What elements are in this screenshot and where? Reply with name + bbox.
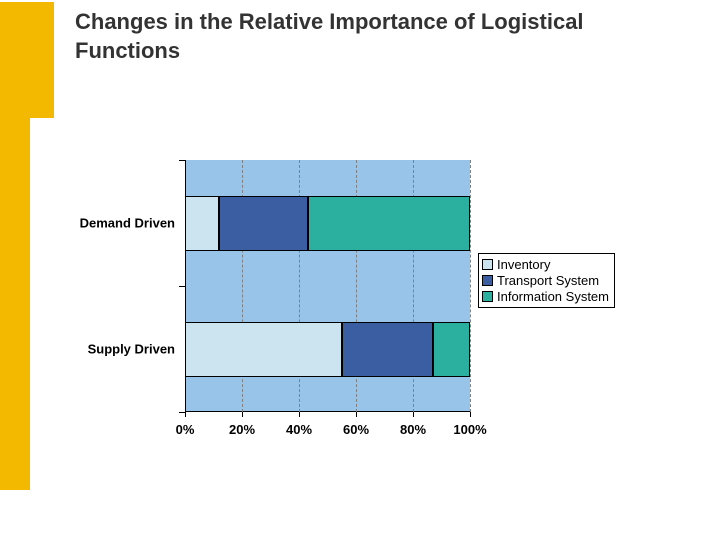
grid-line [470,160,471,412]
gold-accent-top [0,2,54,118]
legend-swatch [482,291,493,302]
bar-segment [308,196,470,251]
x-tick-label: 40% [286,412,312,437]
legend-label: Inventory [497,257,550,272]
legend-label: Information System [497,289,609,304]
gold-accent-side [0,118,30,490]
x-tick-label: 60% [343,412,369,437]
x-tick-label: 100% [453,412,486,437]
x-tick-label: 80% [400,412,426,437]
y-tick [179,412,185,413]
bar-row [185,196,470,251]
bar-segment [185,196,219,251]
x-tick-label: 0% [176,412,195,437]
stacked-bar-chart: 0%20%40%60%80%100%Demand DrivenSupply Dr… [185,160,470,440]
y-category-label: Supply Driven [55,342,185,357]
bar-segment [433,322,470,377]
x-axis [185,411,470,412]
plot-area: 0%20%40%60%80%100%Demand DrivenSupply Dr… [185,160,470,412]
legend: InventoryTransport SystemInformation Sys… [478,253,615,308]
legend-item: Information System [482,289,609,304]
legend-item: Transport System [482,273,609,288]
legend-item: Inventory [482,257,609,272]
bar-segment [219,196,307,251]
y-tick [179,286,185,287]
page-title: Changes in the Relative Importance of Lo… [75,8,635,65]
y-category-label: Demand Driven [55,216,185,231]
y-tick [179,160,185,161]
x-tick-label: 20% [229,412,255,437]
legend-swatch [482,275,493,286]
legend-swatch [482,259,493,270]
bar-segment [185,322,342,377]
bar-row [185,322,470,377]
legend-label: Transport System [497,273,599,288]
bar-segment [342,322,433,377]
